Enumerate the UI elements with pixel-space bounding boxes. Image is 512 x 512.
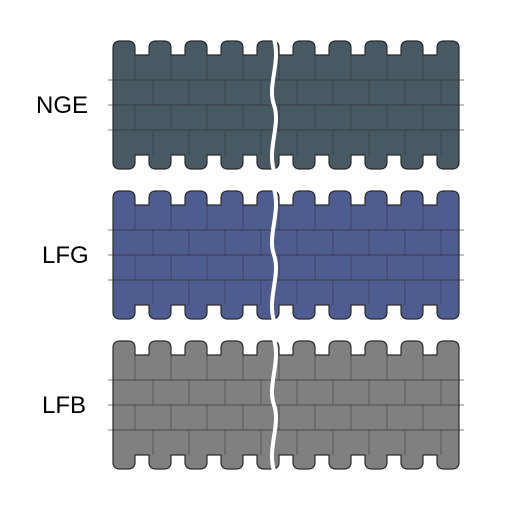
belt-lfb (106, 335, 466, 475)
belt-diagram: NGE LFG LFB (0, 0, 512, 512)
row-lfb: LFB (0, 340, 512, 470)
belt-lfg (106, 185, 466, 325)
row-lfg: LFG (0, 190, 512, 320)
label-lfg: LFG (42, 242, 89, 270)
belt-nge (106, 35, 466, 175)
label-nge: NGE (36, 92, 88, 120)
label-lfb: LFB (42, 392, 86, 420)
row-nge: NGE (0, 40, 512, 170)
